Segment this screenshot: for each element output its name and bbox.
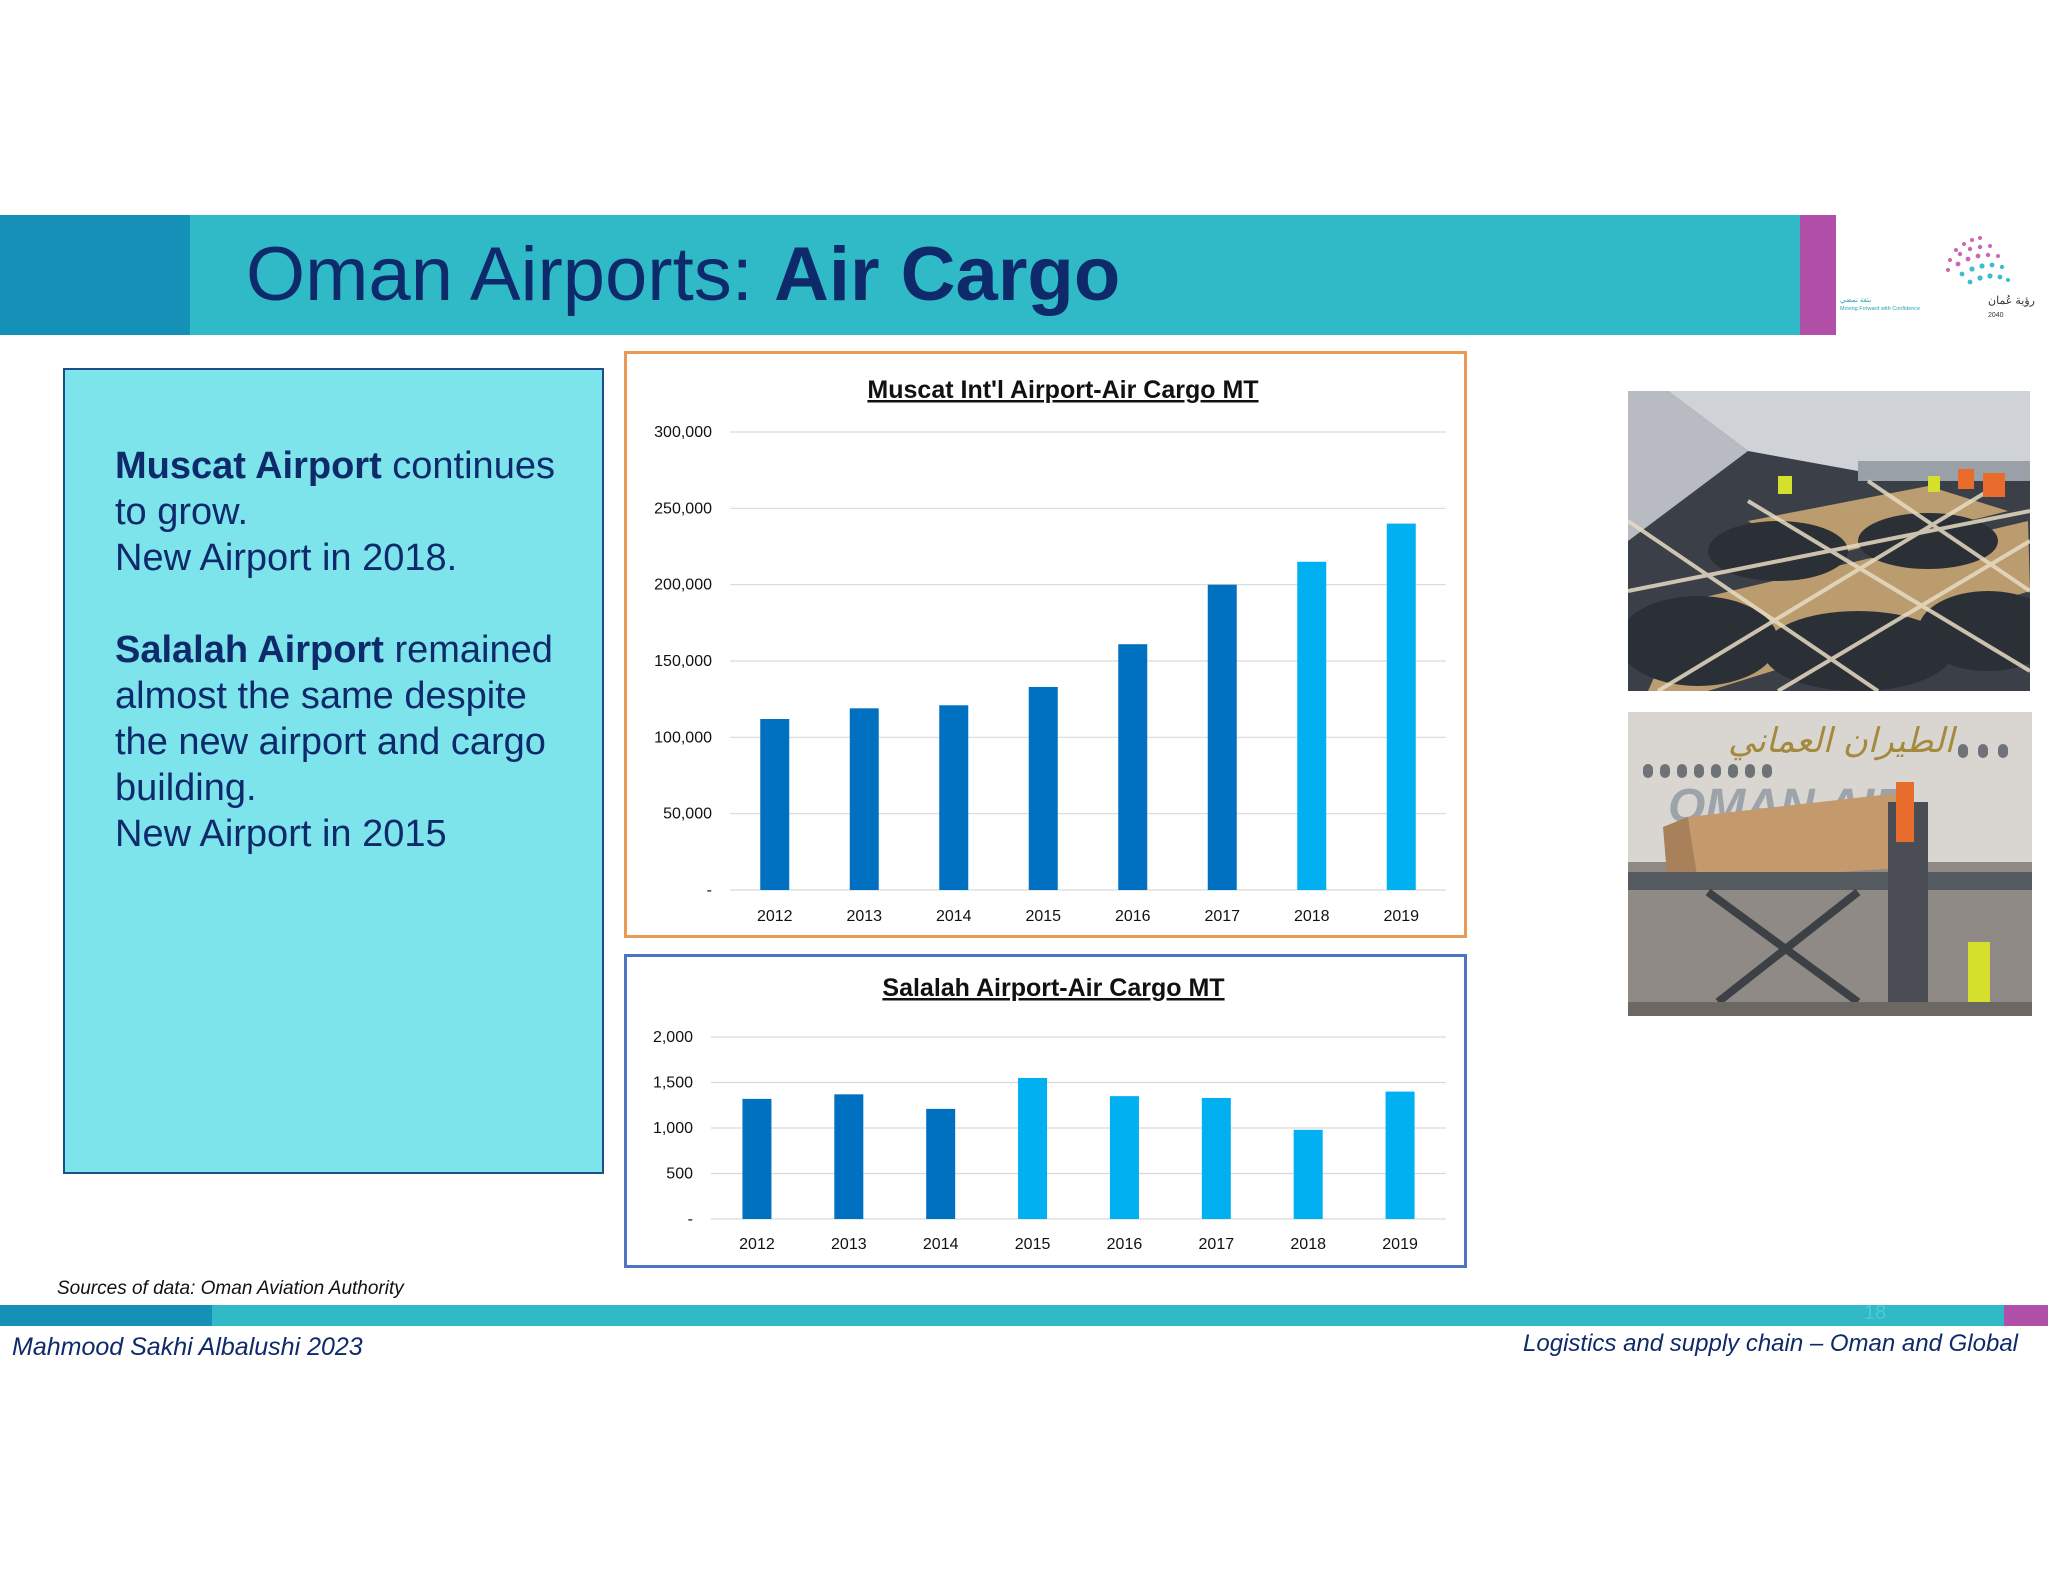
author-credit: Mahmood Sakhi Albalushi 2023 xyxy=(12,1333,363,1361)
salalah-chart: Salalah Airport-Air Cargo MT - 500 1,000 1,5… xyxy=(624,954,1467,1268)
x-tick-label: 2016 xyxy=(1107,1236,1143,1253)
muscat-bold: Muscat Airport xyxy=(115,445,382,487)
y-tick-label: 150,000 xyxy=(654,653,712,670)
bar-2017 xyxy=(1207,584,1237,890)
bar-2015 xyxy=(1028,686,1058,890)
bar-2013 xyxy=(849,708,879,890)
logo-year: 2040 xyxy=(1988,312,2004,319)
bar-2019 xyxy=(1386,523,1416,890)
logo-swirl-icon: بثقة نمضي Moving Forward with Confidence… xyxy=(1840,236,2035,319)
livery-arabic-text: الطيران العماني xyxy=(1728,721,1958,761)
header-accent xyxy=(1800,215,1836,335)
x-tick-label: 2018 xyxy=(1294,908,1330,925)
x-tick-label: 2013 xyxy=(831,1236,867,1253)
x-tick-label: 2015 xyxy=(1025,908,1061,925)
title-bold: Air Cargo xyxy=(773,232,1121,317)
bar-2015 xyxy=(1018,1077,1048,1219)
footer-band xyxy=(212,1305,2004,1326)
chart-title: Muscat Int'l Airport-Air Cargo MT xyxy=(867,376,1258,404)
y-tick-label: - xyxy=(688,1211,693,1228)
header-left-block xyxy=(0,215,190,335)
y-tick-label: 200,000 xyxy=(654,577,712,594)
footer-left-block xyxy=(0,1305,212,1326)
y-tick-label: 2,000 xyxy=(653,1029,693,1046)
y-tick-label: - xyxy=(707,882,712,899)
y-tick-label: 250,000 xyxy=(654,500,712,517)
x-tick-label: 2014 xyxy=(936,908,972,925)
logo-arabic-text: رؤية عُمان xyxy=(1988,294,2035,307)
salalah-bold: Salalah Airport xyxy=(115,629,384,671)
muscat-line2: New Airport in 2018. xyxy=(115,537,458,579)
x-tick-label: 2019 xyxy=(1382,1236,1418,1253)
bar-2014 xyxy=(926,1108,956,1219)
oman-vision-logo: بثقة نمضي Moving Forward with Confidence… xyxy=(1838,222,2038,327)
x-tick-label: 2017 xyxy=(1199,1236,1235,1253)
muscat-chart-svg: Muscat Int'l Airport-Air Cargo MT - 50,000… xyxy=(654,376,1446,925)
y-tick-label: 1,000 xyxy=(653,1120,693,1137)
cargo-cabin-photo xyxy=(1618,391,2048,693)
salalah-chart-svg: Salalah Airport-Air Cargo MT - 500 1,000 1,5… xyxy=(653,974,1446,1253)
data-source-note: Sources of data: Oman Aviation Authority xyxy=(57,1278,404,1299)
summary-textbox: Muscat Airport continues to grow. New Ai… xyxy=(63,368,604,1174)
bar-2012 xyxy=(742,1098,772,1219)
muscat-rest: continues to grow. xyxy=(115,445,555,533)
y-tick-label: 500 xyxy=(666,1166,693,1183)
bar-2016 xyxy=(1118,644,1148,890)
x-tick-label: 2016 xyxy=(1115,908,1151,925)
title-regular: Oman Airports: xyxy=(246,232,774,317)
x-tick-label: 2019 xyxy=(1383,908,1419,925)
bar-2014 xyxy=(939,705,969,890)
x-tick-label: 2017 xyxy=(1204,908,1240,925)
chart-title: Salalah Airport-Air Cargo MT xyxy=(882,974,1224,1002)
salalah-paragraph: Salalah Airport remained almost the same… xyxy=(115,627,585,857)
bar-2016 xyxy=(1109,1096,1139,1219)
bar-2017 xyxy=(1201,1097,1231,1219)
page-number: 18 xyxy=(1864,1302,1887,1324)
x-tick-label: 2012 xyxy=(757,908,793,925)
salalah-line2: New Airport in 2015 xyxy=(115,813,447,855)
muscat-paragraph: Muscat Airport continues to grow. New Ai… xyxy=(115,443,585,581)
logo-arabic-tagline: بثقة نمضي xyxy=(1840,297,1871,304)
y-tick-label: 50,000 xyxy=(663,806,712,823)
y-tick-label: 300,000 xyxy=(654,424,712,441)
y-tick-label: 100,000 xyxy=(654,729,712,746)
header-band xyxy=(190,215,1800,335)
cargo-loading-photo: الطيران العماني OMAN AIR xyxy=(1628,712,2032,1016)
muscat-chart: Muscat Int'l Airport-Air Cargo MT - 50,000… xyxy=(624,351,1467,938)
x-tick-label: 2018 xyxy=(1290,1236,1326,1253)
salalah-rest: remained almost the same despite the new… xyxy=(115,629,553,809)
slide-title: Oman Airports: Air Cargo xyxy=(246,222,1120,328)
bar-2019 xyxy=(1385,1091,1415,1219)
bar-2018 xyxy=(1293,1129,1323,1219)
x-tick-label: 2012 xyxy=(739,1236,775,1253)
bar-2013 xyxy=(834,1094,864,1219)
y-tick-label: 1,500 xyxy=(653,1075,693,1092)
footer-subject: Logistics and supply chain – Oman and Gl… xyxy=(1523,1330,2018,1357)
bar-2018 xyxy=(1297,561,1327,890)
footer-accent xyxy=(2004,1305,2048,1326)
x-tick-label: 2015 xyxy=(1015,1236,1051,1253)
logo-english-text: Moving Forward with Confidence xyxy=(1840,306,1920,312)
x-tick-label: 2013 xyxy=(846,908,882,925)
bar-2012 xyxy=(760,719,790,890)
x-tick-label: 2014 xyxy=(923,1236,959,1253)
